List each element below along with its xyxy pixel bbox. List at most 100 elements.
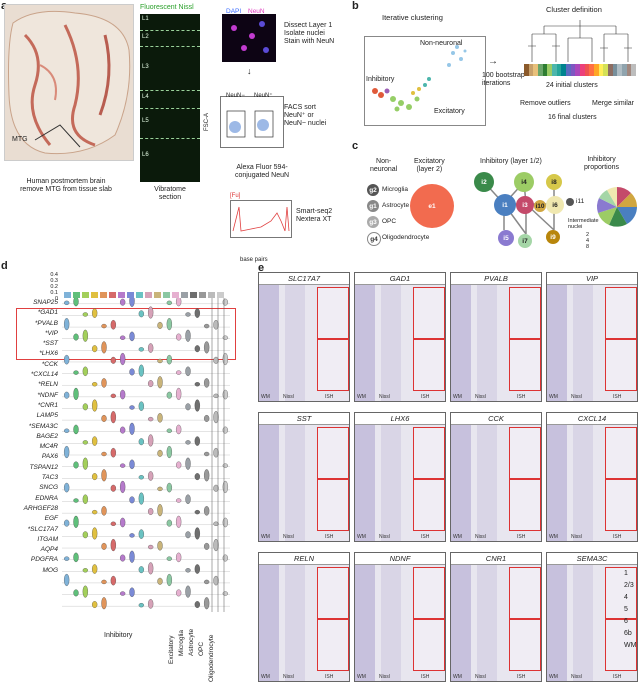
violin-shape [185, 440, 191, 445]
gene-label: ARHGEF28 [23, 504, 58, 512]
ish-gene-title: LHX6 [355, 413, 445, 425]
violin-shape [120, 335, 126, 340]
ish-strip [285, 425, 305, 541]
violin-shape [73, 370, 79, 375]
violin-shape [194, 308, 200, 318]
initial-clusters: 24 initial clusters [546, 82, 598, 89]
layer-label: 5 [624, 606, 628, 613]
nissl-strip [547, 425, 567, 541]
cluster-header-box [127, 292, 134, 298]
violin-shape [138, 529, 144, 539]
caption-nissl: Nissl [283, 394, 294, 400]
ish-strip [381, 565, 401, 681]
violin-shape [166, 318, 172, 331]
violin-shape [82, 440, 88, 445]
ish-strip [573, 285, 593, 401]
gene-label: TAC3 [41, 474, 58, 482]
nissl-strip [355, 565, 375, 681]
violin-shape [185, 312, 191, 317]
zoom-inset-bottom [317, 479, 349, 531]
brain-tissue-photo [4, 4, 134, 161]
nissl-strip [451, 285, 471, 401]
xlabel-oligodendrocyte: Oligodendrocyte [208, 634, 215, 682]
violin-shape [73, 552, 79, 563]
gene-label: MOG [42, 566, 58, 574]
violin-shape [101, 597, 107, 610]
violin-shape [166, 428, 172, 433]
violin-shape [64, 573, 70, 587]
violin-shape [222, 426, 228, 434]
violin-shape [129, 533, 135, 538]
violin-shape [64, 428, 70, 433]
glia-oligodendrocyte: Oligodendrocyte [382, 234, 430, 241]
violin-shape [176, 461, 182, 469]
zoom-inset-bottom [605, 339, 637, 391]
legend-title: Intermediate nuclei [568, 218, 599, 230]
violin-shape [204, 323, 210, 329]
zoom-inset-top [413, 427, 445, 479]
caption-wm: WM [357, 674, 366, 680]
bioanalyzer-trace [230, 200, 292, 238]
cluster-color-4 [542, 64, 548, 76]
xlabel-excitatory: Excitatory [168, 635, 175, 664]
gene-label: *SLC17A7 [27, 525, 58, 533]
node-g4: g4 [367, 232, 381, 246]
ish-gene-title: SEMA3C [547, 553, 637, 565]
zoom-inset-bottom [317, 339, 349, 391]
legend-4: 4 [586, 238, 590, 244]
caption-ish: ISH [517, 674, 526, 680]
violin-shape [138, 566, 144, 574]
zoom-inset-top [317, 287, 349, 339]
gene-label: *LHX6 [39, 350, 58, 358]
e-layer-labels: 1 2/3 4 5 6 6b WM [624, 568, 640, 668]
caption-wm: WM [549, 394, 558, 400]
ish-panel-pvalb: PVALB WM Nissl ISH [450, 272, 542, 402]
violin-shape [92, 564, 98, 574]
nissl-strip [259, 285, 279, 401]
layer-l6: L6 [142, 152, 149, 158]
gene-label: *RELN [38, 381, 58, 389]
violin-shape [157, 376, 163, 389]
nissl-strip [259, 565, 279, 681]
violin-shape [185, 494, 191, 504]
cluster-colorbar [524, 64, 637, 76]
violin-shape [166, 446, 172, 459]
zoom-inset-bottom [413, 339, 445, 391]
violin-shape [138, 438, 144, 446]
ish-gene-title: SLC17A7 [259, 273, 349, 285]
violin-shape [92, 601, 98, 608]
ish-panel-sst: SST WM Nissl ISH [258, 412, 350, 542]
ish-panel-reln: RELN WM Nissl ISH [258, 552, 350, 682]
ish-strip [477, 285, 497, 401]
zoom-inset-bottom [317, 619, 349, 671]
caption-wm: WM [549, 534, 558, 540]
gene-list: SNAP25 *GAD1 *PVALB *VIP *SST *LHX6 *CCK *CXCL1… [10, 298, 58, 576]
zoom-inset-bottom [605, 479, 637, 531]
violin-shape [222, 335, 228, 340]
violin-shape [194, 601, 200, 608]
violin-shape [129, 298, 135, 307]
violin-shape [213, 356, 219, 364]
node-i9: i9 [546, 230, 560, 244]
violin-shape [73, 498, 79, 503]
violin-shape [185, 403, 191, 411]
violin-shape [82, 585, 88, 598]
ish-strip [285, 285, 305, 401]
caption-wm: WM [453, 534, 462, 540]
violin-shape [204, 506, 210, 516]
gene-label: TSPAN12 [29, 463, 58, 471]
ish-strip [381, 425, 401, 541]
ish-strip [381, 285, 401, 401]
caption-wm: WM [357, 394, 366, 400]
b-title-right: Cluster definition [546, 5, 602, 14]
glia-opc: OPC [382, 218, 397, 225]
layer-label: 1 [624, 570, 628, 577]
gene-label: PAX6 [41, 453, 58, 461]
violin-shape [176, 515, 182, 528]
gene-label: *VIP [44, 329, 58, 337]
cluster-color-5 [547, 64, 553, 76]
violin-shape [213, 411, 219, 424]
violin-shape [73, 387, 79, 400]
violin-shape [157, 321, 163, 329]
panel-letter-c: c [352, 140, 359, 152]
